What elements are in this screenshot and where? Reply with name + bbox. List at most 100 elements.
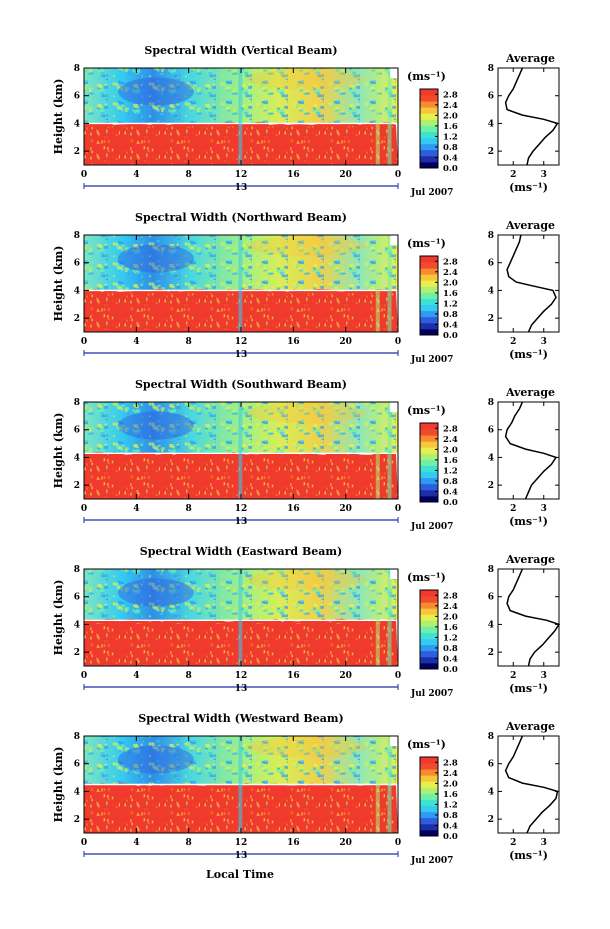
y-tick-label: 6 <box>74 760 80 770</box>
colorbar-swatch <box>420 131 438 139</box>
colorbar-tick-label: 2.0 <box>443 779 458 789</box>
colorbar-swatch <box>420 89 438 96</box>
colorbar-tick-label: 1.6 <box>443 790 458 800</box>
x-tick-label: 0 <box>81 838 87 848</box>
colorbar-tick-label: 0.4 <box>443 487 458 497</box>
average-profile-line <box>504 401 558 500</box>
colorbar-swatch <box>420 638 438 646</box>
no-data-gap <box>390 736 398 746</box>
vertical-streak <box>238 569 243 666</box>
average-y-tick-label: 8 <box>488 231 494 241</box>
x-tick-label: 12 <box>235 671 248 681</box>
colorbar-tick-label: 0.4 <box>443 153 458 163</box>
colorbar-swatch <box>420 441 438 448</box>
y-axis-label: Height (km) <box>52 413 65 489</box>
y-tick-label: 4 <box>74 119 80 129</box>
colorbar-tick-label: 2.8 <box>443 257 458 267</box>
colorbar-swatch <box>420 626 438 633</box>
colorbar-swatch <box>420 495 438 503</box>
x-tick-label: 0 <box>81 170 87 180</box>
colorbar-tick-label: 0.8 <box>443 143 458 153</box>
date-label: Jul 2007 <box>410 522 453 532</box>
vertical-streak <box>375 736 380 833</box>
colorbar-units: (ms⁻¹) <box>407 571 446 584</box>
heatmap <box>84 68 398 165</box>
average-x-tick-label: 2 <box>510 671 516 681</box>
vertical-streak <box>387 235 392 332</box>
average-title: Average <box>505 52 555 65</box>
average-profile-line <box>504 67 559 166</box>
x-tick-label: 0 <box>395 170 401 180</box>
average-y-tick-label: 6 <box>488 593 494 603</box>
y-tick-label: 2 <box>74 815 80 825</box>
x-tick-label: 12 <box>235 170 248 180</box>
no-data-gap <box>390 569 398 579</box>
colorbar-swatch <box>420 757 438 764</box>
average-profile-line <box>506 568 561 667</box>
date-label: Jul 2007 <box>410 856 453 866</box>
x-tick-label: 20 <box>339 838 352 848</box>
colorbar-tick-label: 2.0 <box>443 111 458 121</box>
colorbar-swatch <box>420 471 438 479</box>
x-tick-label: 0 <box>81 671 87 681</box>
colorbar-tick-label: 0.8 <box>443 811 458 821</box>
no-data-gap <box>390 402 398 412</box>
average-x-tick-label: 3 <box>541 671 547 681</box>
colorbar-tick-label: 0.0 <box>443 164 458 174</box>
x-tick-label: 16 <box>287 838 300 848</box>
heatmap <box>84 402 398 499</box>
colorbar-swatch <box>420 483 438 491</box>
colorbar-swatch <box>420 429 438 436</box>
x-tick-label: 4 <box>133 170 139 180</box>
colorbar-swatch <box>420 262 438 269</box>
date-label: Jul 2007 <box>410 188 453 198</box>
x-tick-label: 0 <box>395 838 401 848</box>
colorbar-swatch <box>420 447 438 454</box>
panel-title: Spectral Width (Northward Beam) <box>135 211 347 224</box>
colorbar-swatch <box>420 477 438 485</box>
day-label: 13 <box>235 183 248 193</box>
vertical-streak <box>387 736 392 833</box>
y-tick-label: 8 <box>74 231 80 241</box>
x-tick-label: 0 <box>395 504 401 514</box>
colorbar-tick-label: 1.2 <box>443 466 458 476</box>
panel-title: Spectral Width (Vertical Beam) <box>144 44 337 57</box>
x-tick-label: 20 <box>339 170 352 180</box>
vertical-streak <box>375 402 380 499</box>
average-y-tick-label: 6 <box>488 426 494 436</box>
average-y-tick-label: 4 <box>488 620 494 630</box>
y-tick-label: 2 <box>74 648 80 658</box>
colorbar-swatch <box>420 256 438 263</box>
high-width-region <box>246 236 367 257</box>
colorbar-swatch <box>420 650 438 658</box>
colorbar-units: (ms⁻¹) <box>407 70 446 83</box>
x-tick-label: 8 <box>186 504 192 514</box>
colorbar-swatch <box>420 590 438 597</box>
average-profile: Average 2 4 6 8 2 3(ms⁻¹) <box>488 553 561 695</box>
y-tick-label: 6 <box>74 593 80 603</box>
average-title: Average <box>505 720 555 733</box>
average-y-tick-label: 4 <box>488 286 494 296</box>
colorbar-tick-label: 2.0 <box>443 278 458 288</box>
average-x-tick-label: 3 <box>541 504 547 514</box>
x-tick-label: 12 <box>235 337 248 347</box>
colorbar-swatch <box>420 322 438 330</box>
colorbar-tick-label: 2.4 <box>443 769 458 779</box>
colorbar-swatch <box>420 644 438 652</box>
colorbar-swatch <box>420 453 438 460</box>
colorbar-swatch <box>420 286 438 293</box>
colorbar-frame <box>419 88 439 169</box>
colorbar-swatch <box>420 280 438 287</box>
average-y-tick-label: 2 <box>488 648 494 658</box>
colorbar-swatch <box>420 763 438 770</box>
x-tick-label: 20 <box>339 504 352 514</box>
average-profile-line <box>506 234 557 333</box>
colorbar-swatch <box>420 656 438 664</box>
heatmap <box>84 569 398 666</box>
colorbar-frame <box>419 422 439 503</box>
vertical-streak <box>375 569 380 666</box>
vertical-streak <box>238 736 243 833</box>
colorbar-swatch <box>420 799 438 807</box>
y-tick-label: 6 <box>74 92 80 102</box>
